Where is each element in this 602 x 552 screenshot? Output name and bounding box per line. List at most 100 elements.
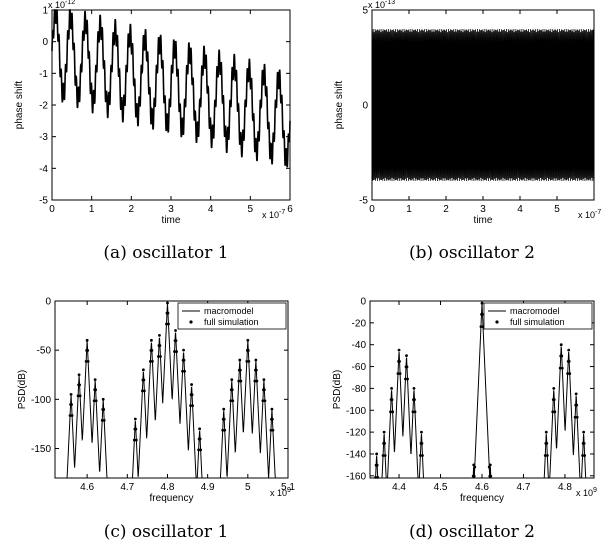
chart-b-xtick-label: 2 <box>443 204 449 215</box>
chart-c-axes-box <box>54 300 289 479</box>
chart-a-xtick-label: 3 <box>168 204 174 215</box>
chart-d-dot-full-simulation <box>582 441 586 445</box>
chart-c-dot-full-simulation <box>245 360 249 363</box>
chart-c-dot-full-simulation <box>231 399 235 403</box>
chart-c-dot-full-simulation <box>239 379 243 383</box>
chart-d-ytick-label: -120 <box>346 428 366 439</box>
chart-b-xlabel: time <box>474 215 493 226</box>
chart-c-dot-full-simulation <box>253 379 257 383</box>
chart-panel-c: 4.6 4.7 4.8 4.9 5 5.1 -150 -100 -50 0 frequency PSD… <box>0 285 300 510</box>
chart-a-ytick-label: 0 <box>42 37 48 48</box>
chart-c-dot-full-simulation <box>94 399 98 403</box>
chart-c-dot-full-simulation <box>101 397 105 401</box>
chart-a-xtick-label: 5 <box>248 204 254 215</box>
chart-d-dot-full-simulation <box>543 454 547 457</box>
chart-d-ytick-label: -160 <box>346 471 366 482</box>
chart-c-dot-full-simulation <box>70 403 73 406</box>
chart-b-xtick-label: 0 <box>369 204 375 215</box>
chart-d-series-macromodel <box>370 303 594 479</box>
chart-d-dot-full-simulation <box>420 441 424 445</box>
chart-d-xtick-label: 4.4 <box>392 482 406 493</box>
chart-c-dot-full-simulation <box>255 379 259 383</box>
chart-b-xtick-label: 5 <box>554 204 560 215</box>
chart-d-legend-box <box>483 302 593 330</box>
chart-c-xtick-label: 4.9 <box>201 482 215 493</box>
chart-c-legend-box <box>177 302 287 330</box>
chart-c-dot-full-simulation <box>183 369 186 373</box>
chart-d-xtick-label: 4.6 <box>475 482 489 493</box>
chart-d-dot-full-simulation <box>473 465 477 469</box>
chart-a-ytick-label: -5 <box>39 196 48 207</box>
chart-d-dot-full-simulation <box>383 454 387 457</box>
chart-d-ytick-label: 0 <box>360 297 366 308</box>
chart-c-dot-full-simulation <box>142 389 146 393</box>
chart-d-xlabel: frequency <box>460 493 504 504</box>
chart-d-dot-full-simulation <box>560 366 564 370</box>
chart-a-ylabel: phase shift <box>14 81 25 130</box>
chart-d-dot-full-simulation <box>413 398 416 402</box>
chart-c-dot-full-simulation <box>151 360 154 363</box>
chart-d-dot-full-simulation <box>488 463 492 467</box>
chart-c-dot-full-simulation <box>189 404 192 408</box>
chart-c-dot-full-simulation <box>86 360 90 363</box>
chart-c-dot-full-simulation <box>166 311 170 315</box>
chart-c-dot-full-simulation <box>229 399 233 403</box>
chart-c-dot-full-simulation <box>140 389 144 393</box>
chart-d-dot-full-simulation <box>397 348 401 352</box>
chart-c-dot-full-simulation <box>132 438 136 442</box>
chart-d-dot-full-simulation <box>375 452 379 456</box>
chart-c-ytick-label: -150 <box>31 444 51 455</box>
chart-c-dot-full-simulation <box>149 360 152 363</box>
chart-b-ytick-label: 0 <box>362 101 368 112</box>
chart-c-dot-full-simulation <box>269 428 273 432</box>
chart-d-dot-full-simulation <box>390 398 394 402</box>
chart-d-dot-full-simulation <box>552 387 556 390</box>
chart-c-dot-full-simulation <box>223 428 227 432</box>
chart-c-dot-full-simulation <box>254 358 258 362</box>
chart-a-y-exponent: x 10-12 <box>48 0 75 10</box>
chart-d-dot-full-simulation <box>479 325 483 328</box>
chart-b-ytick-label: -5 <box>359 196 368 207</box>
chart-c-dot-full-simulation <box>94 388 98 392</box>
chart-d-dot-full-simulation <box>383 441 386 445</box>
chart-d-dot-full-simulation <box>582 430 586 434</box>
chart-c-dot-full-simulation <box>271 417 274 421</box>
chart-c-dot-full-simulation <box>238 358 242 362</box>
chart-c-dot-full-simulation <box>159 355 162 358</box>
chart-c-dot-full-simulation <box>221 428 225 432</box>
chart-d-dot-full-simulation <box>568 372 572 375</box>
chart-d-ylabel: PSD(dB) <box>332 370 343 409</box>
chart-a-xtick-label: 2 <box>129 204 135 215</box>
chart-a-xtick-label: 1 <box>89 204 95 215</box>
chart-a-xtick-label: 6 <box>287 204 293 215</box>
chart-d-ytick-label: -80 <box>352 384 367 395</box>
chart-c-dot-full-simulation <box>93 378 97 382</box>
caption-c: (c) oscillator 1 <box>103 522 229 542</box>
chart-c-dot-full-simulation <box>263 399 267 403</box>
chart-d-legend-entry-full-simulation: full simulation <box>510 317 565 327</box>
chart-c-ytick-label: 0 <box>45 297 51 308</box>
chart-c-dot-full-simulation <box>222 417 226 421</box>
chart-d-ytick-label: -100 <box>346 406 366 417</box>
chart-d-dot-full-simulation <box>558 366 562 370</box>
chart-c-dot-full-simulation <box>230 388 234 392</box>
chart-panel-a: 0 1 2 3 4 5 6 -5 -4 -3 -2 -1 0 1 time phase shift x 10-1… <box>0 0 300 230</box>
chart-c-dot-full-simulation <box>262 388 266 392</box>
chart-c-dot-full-simulation <box>181 369 184 373</box>
chart-c-dot-full-simulation <box>246 349 250 352</box>
chart-d-dot-full-simulation <box>412 387 416 390</box>
chart-c-dot-full-simulation <box>102 419 106 422</box>
chart-c-dot-full-simulation <box>141 368 145 372</box>
chart-c-dot-full-simulation <box>173 350 176 353</box>
chart-d-dot-full-simulation <box>566 372 570 375</box>
chart-d-dot-full-simulation <box>487 465 491 469</box>
chart-d-dot-full-simulation <box>545 441 549 445</box>
chart-d-dot-full-simulation <box>472 474 476 478</box>
chart-d-ytick-label: -60 <box>352 362 367 373</box>
chart-c-dot-full-simulation <box>198 437 202 441</box>
chart-c-dot-full-simulation <box>237 379 241 383</box>
chart-c-ytick-label: -100 <box>31 395 51 406</box>
chart-c-dot-full-simulation <box>247 360 251 363</box>
chart-d-dot-full-simulation <box>567 348 571 352</box>
chart-a-series-line <box>51 9 291 168</box>
